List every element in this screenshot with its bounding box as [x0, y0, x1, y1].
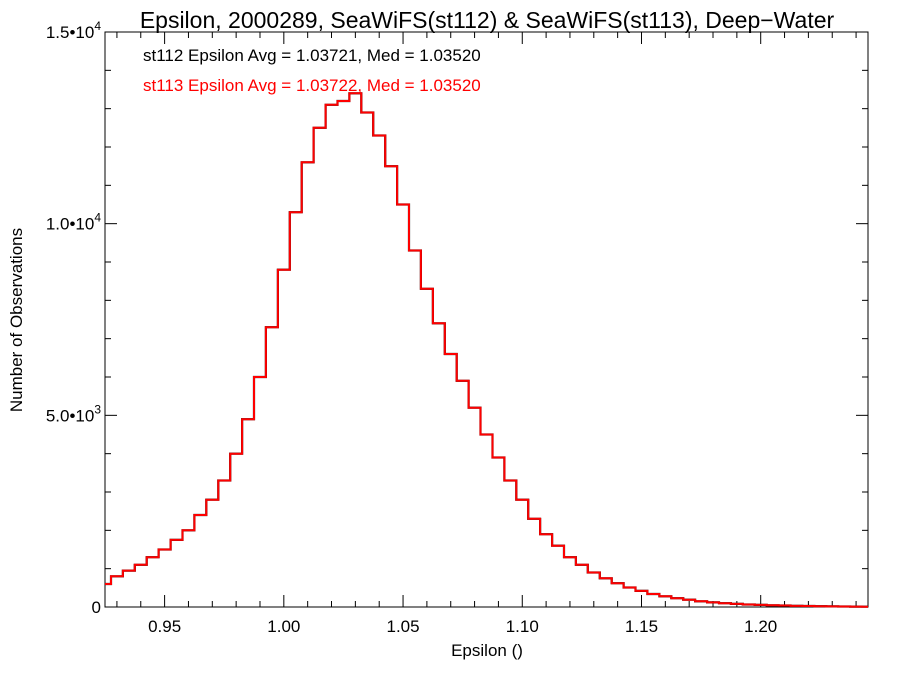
- x-tick-label: 1.00: [267, 617, 300, 636]
- x-tick-label: 1.20: [744, 617, 777, 636]
- y-tick-label-exponent: 4: [94, 19, 101, 33]
- x-axis-label: Epsilon (): [451, 641, 523, 660]
- st112-stats-annotation: st112 Epsilon Avg = 1.03721, Med = 1.035…: [143, 46, 481, 65]
- series-layer: [105, 92, 868, 608]
- y-tick-label-base: 1.5•10: [46, 23, 95, 42]
- y-tick-label: 1.0•104: [46, 211, 102, 234]
- y-tick-label: 1.5•104: [46, 19, 102, 42]
- x-axis-ticks: 0.95 1.00 1.05 1.10 1.15 1.20: [116, 32, 857, 636]
- y-tick-label-exponent: 4: [94, 211, 101, 225]
- st113-stats-annotation: st113 Epsilon Avg = 1.03722, Med = 1.035…: [143, 76, 481, 95]
- y-tick-label-base: 5.0•10: [46, 406, 95, 425]
- chart-title: Epsilon, 2000289, SeaWiFS(st112) & SeaWi…: [140, 7, 835, 33]
- y-axis-label: Number of Observations: [7, 228, 26, 412]
- plot-frame: [104, 31, 869, 608]
- y-tick-label: 5.0•103: [46, 402, 102, 425]
- series-line-1: [105, 92, 868, 608]
- y-tick-label: 0: [92, 598, 101, 617]
- y-tick-label-exponent: 3: [94, 402, 101, 416]
- series-line-0: [105, 92, 868, 608]
- x-tick-label: 1.05: [387, 617, 420, 636]
- y-tick-label-base: 1.0•10: [46, 215, 95, 234]
- x-tick-label: 0.95: [148, 617, 181, 636]
- plot-area: 0.95 1.00 1.05 1.10 1.15 1.20 05.0•1031.0•104…: [46, 19, 869, 636]
- x-tick-label: 1.15: [625, 617, 658, 636]
- x-tick-label: 1.10: [506, 617, 539, 636]
- y-tick-label-base: 0: [92, 598, 101, 617]
